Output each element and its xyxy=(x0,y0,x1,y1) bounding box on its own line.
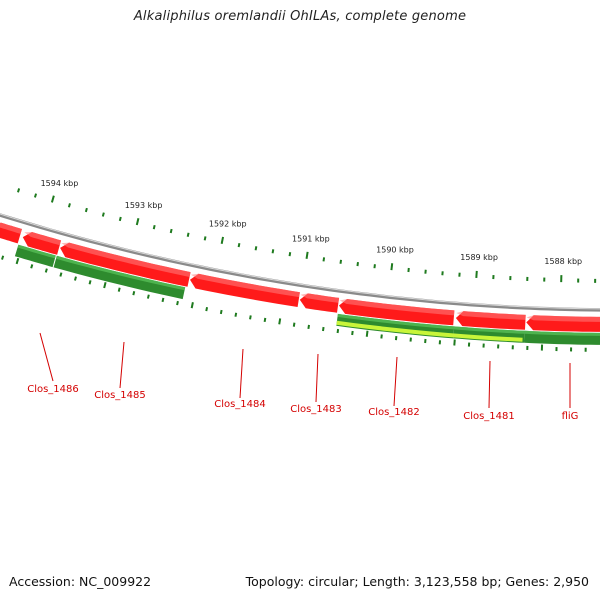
forward-gene-shine-0 xyxy=(0,222,22,234)
inner-tick xyxy=(278,318,282,325)
kbp-label: 1593 kbp xyxy=(125,201,163,210)
inner-tick xyxy=(103,281,107,289)
outer-tick xyxy=(220,236,225,244)
inner-tick xyxy=(219,309,223,315)
inner-tick xyxy=(263,317,267,323)
reverse-gene-shine-1 xyxy=(56,255,186,291)
gene-label-leader xyxy=(119,341,125,389)
inner-tick xyxy=(190,302,194,309)
gene-label: Clos_1481 xyxy=(463,411,515,422)
gene-label: Clos_1483 xyxy=(290,404,342,415)
inner-tick xyxy=(73,276,77,281)
gene-label: Clos_1485 xyxy=(94,390,146,401)
outer-tick xyxy=(356,261,359,267)
outer-tick xyxy=(118,216,122,222)
outer-tick xyxy=(339,259,343,264)
outer-tick xyxy=(152,224,156,230)
forward-gene-shine-4 xyxy=(300,293,340,303)
inner-tick xyxy=(44,268,48,273)
inner-tick xyxy=(336,328,340,334)
outer-tick xyxy=(169,228,173,234)
reverse-gene-0 xyxy=(14,244,56,268)
outer-tick xyxy=(135,217,140,226)
inner-tick xyxy=(30,264,34,269)
reverse-gene-shine-4 xyxy=(524,330,600,336)
inner-tick xyxy=(176,300,179,306)
backbone-highlight xyxy=(0,213,600,310)
inner-tick xyxy=(234,312,238,317)
inner-tick xyxy=(146,294,150,299)
gene-label: Clos_1486 xyxy=(27,384,79,395)
gene-label: Clos_1482 xyxy=(368,407,420,418)
inner-tick xyxy=(205,306,209,312)
forward-gene-shine-6 xyxy=(456,311,526,320)
inner-tick xyxy=(307,324,310,330)
gene-label: Clos_1484 xyxy=(214,399,266,410)
outer-tick xyxy=(288,251,292,257)
inner-tick xyxy=(59,272,63,277)
reverse-gene-shine-2 xyxy=(337,313,455,330)
gene-label-leader xyxy=(315,353,319,403)
outer-tick xyxy=(50,195,55,203)
kbp-label: 1589 kbp xyxy=(460,253,498,262)
forward-gene-shine-5 xyxy=(339,299,455,316)
gene-label-leader xyxy=(393,356,398,407)
page-title: Alkaliphilus oremlandii OhILAs, complete… xyxy=(133,9,467,24)
reverse-gene-shine-3 xyxy=(453,326,525,334)
outer-tick xyxy=(203,236,207,241)
inner-tick xyxy=(322,326,325,332)
inner-tick xyxy=(15,257,20,265)
forward-gene-shine-1 xyxy=(24,232,62,246)
gene-labels: Clos_1486 Clos_1485 Clos_1484 Clos_1483 Clos… xyxy=(27,332,579,422)
inner-tick xyxy=(117,287,121,292)
outer-tick xyxy=(237,242,241,248)
inner-tick xyxy=(88,280,92,285)
inner-tick xyxy=(132,291,136,296)
gene-label-leader xyxy=(239,348,244,399)
gene-label-leader xyxy=(39,332,54,382)
genome-backbone xyxy=(0,213,600,312)
inner-tick xyxy=(161,297,165,303)
genome-summary-text: Topology: circular; Length: 3,123,558 bp… xyxy=(245,574,589,589)
outer-tick xyxy=(322,257,326,262)
gene-label: fliG xyxy=(562,411,579,422)
reverse-gene-shine-0 xyxy=(17,244,56,259)
inner-tick xyxy=(1,255,5,260)
kbp-label: 1591 kbp xyxy=(292,234,330,243)
kbp-label: 1588 kbp xyxy=(544,257,582,266)
inner-tick xyxy=(249,315,252,320)
outer-tick xyxy=(254,246,258,251)
outer-tick xyxy=(17,188,21,193)
outer-tick-marks xyxy=(17,188,597,283)
inner-tick xyxy=(292,322,296,327)
outer-tick xyxy=(186,232,190,237)
inner-tick xyxy=(351,330,354,336)
forward-gene-shine-7 xyxy=(526,315,600,322)
kbp-label: 1594 kbp xyxy=(41,179,79,188)
outer-tick xyxy=(271,249,275,254)
outer-tick xyxy=(390,263,394,271)
outer-tick xyxy=(67,203,71,208)
gene-label-leader xyxy=(488,360,491,409)
forward-gene-shine-2 xyxy=(61,242,191,277)
gene-features xyxy=(0,222,600,345)
accession-text: Accession: NC_009922 xyxy=(9,574,152,589)
forward-gene-shine-3 xyxy=(191,273,300,298)
inner-tick-marks xyxy=(1,255,587,352)
outer-tick xyxy=(101,212,105,217)
inner-tick xyxy=(365,330,369,337)
kbp-labels: 1594 kbp 1593 kbp 1592 kbp 1591 kbp 1590 kbp… xyxy=(41,179,583,266)
kbp-label: 1592 kbp xyxy=(209,220,247,229)
outer-tick xyxy=(33,193,38,198)
outer-tick xyxy=(84,207,88,213)
highlight-gene xyxy=(336,320,523,342)
outer-tick xyxy=(305,251,309,259)
kbp-label: 1590 kbp xyxy=(376,245,414,254)
